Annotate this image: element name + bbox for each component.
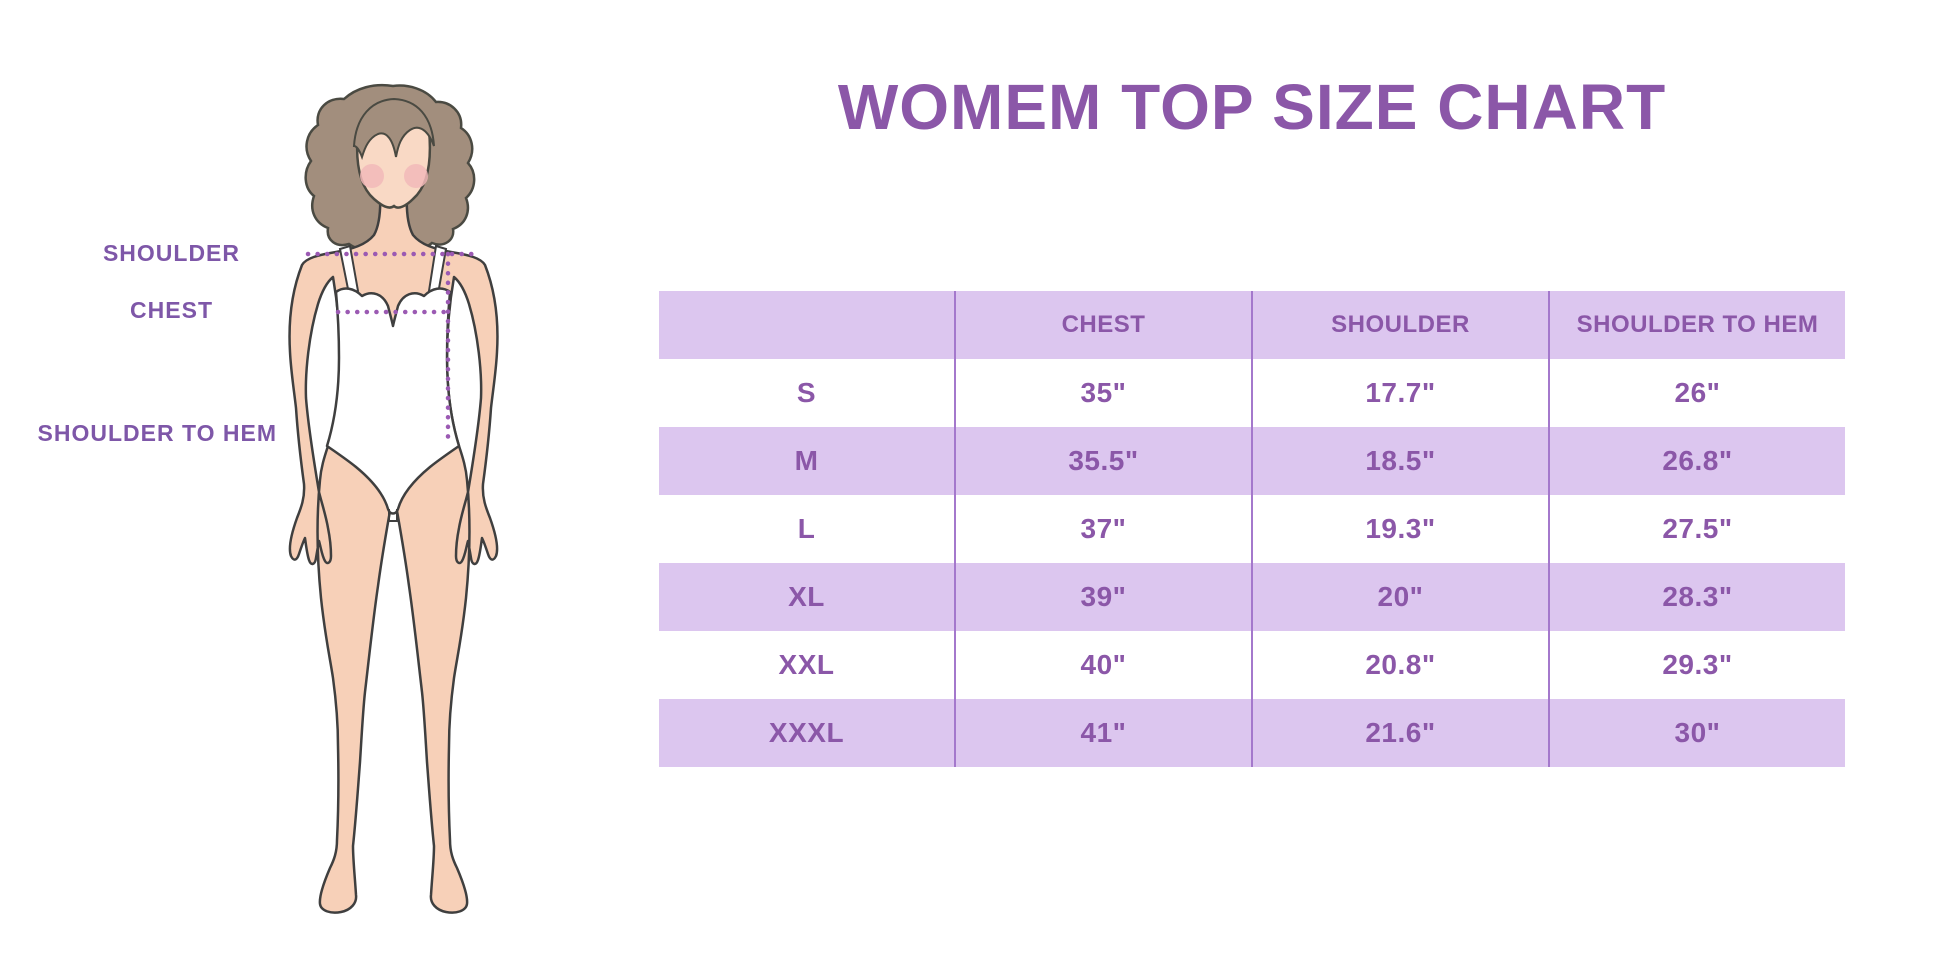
shoulder-value: 20" (1250, 563, 1549, 631)
crotch-mark (388, 509, 398, 522)
table-header-row: CHEST SHOULDER SHOULDER TO HEM (659, 291, 1845, 359)
table-row: M 35.5" 18.5" 26.8" (659, 427, 1845, 495)
blush-left (360, 164, 384, 188)
woman-figure-illustration (288, 83, 499, 914)
hair-fringe (352, 97, 435, 161)
page-title: WOMEM TOP SIZE CHART (837, 71, 1667, 143)
size-label: XL (788, 581, 825, 612)
shoulder-value: 18.5" (1250, 427, 1549, 495)
shoulder-to-hem-value: 26.8" (1547, 427, 1845, 495)
leotard-strap-left (338, 244, 360, 296)
column-header-shoulder-to-hem: SHOULDER TO HEM (1547, 291, 1845, 359)
shoulder-to-hem-value: 28.3" (1547, 563, 1845, 631)
chest-value: 35" (954, 359, 1252, 427)
table-row: XXXL 41" 21.6" 30" (659, 699, 1845, 767)
table-row: XXL 40" 20.8" 29.3" (659, 631, 1845, 699)
shoulder-value: 19.3" (1250, 495, 1549, 563)
chest-label: CHEST (130, 297, 213, 323)
chest-value: 37" (954, 495, 1252, 563)
chest-value: 39" (954, 563, 1252, 631)
column-header-size (659, 291, 955, 359)
column-header-chest: CHEST (954, 291, 1252, 359)
table-row: L 37" 19.3" 27.5" (659, 495, 1845, 563)
size-label: XXL (778, 649, 835, 680)
shoulder-to-hem-value: 30" (1547, 699, 1845, 767)
shoulder-to-hem-value: 29.3" (1547, 631, 1845, 699)
column-header-shoulder: SHOULDER (1250, 291, 1549, 359)
chest-value: 41" (954, 699, 1252, 767)
size-label: L (797, 513, 816, 544)
table-row: S 35" 17.7" 26" (659, 359, 1845, 427)
chest-value: 35.5" (954, 427, 1252, 495)
leotard (325, 287, 461, 515)
shoulder-to-hem-value: 26" (1547, 359, 1845, 427)
shoulder-value: 17.7" (1250, 359, 1549, 427)
size-label: XXXL (768, 717, 845, 748)
shoulder-value: 21.6" (1250, 699, 1549, 767)
shoulder-label: SHOULDER (102, 240, 240, 266)
size-label: M (794, 445, 819, 476)
shoulder-to-hem-label: SHOULDER TO HEM (37, 420, 277, 446)
blush-right (404, 164, 428, 188)
table-row: XL 39" 20" 28.3" (659, 563, 1845, 631)
size-label: S (796, 377, 817, 408)
shoulder-value: 20.8" (1250, 631, 1549, 699)
body-silhouette (288, 190, 499, 914)
chest-value: 40" (954, 631, 1252, 699)
size-table: CHEST SHOULDER SHOULDER TO HEM S 35" 17.… (659, 291, 1845, 767)
shoulder-to-hem-value: 27.5" (1547, 495, 1845, 563)
